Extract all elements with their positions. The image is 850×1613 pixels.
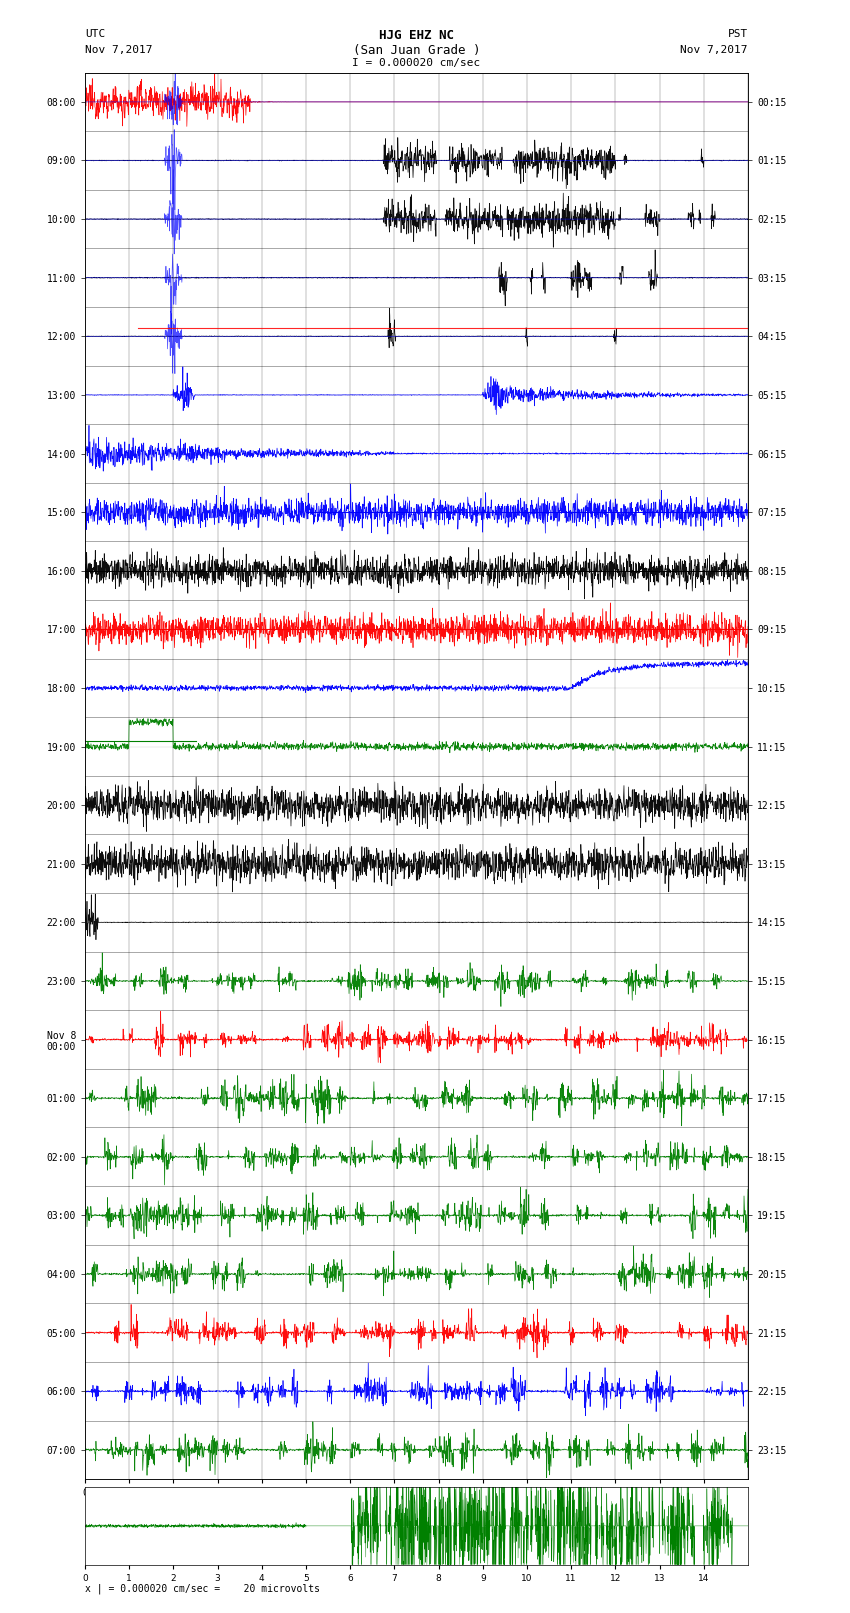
Text: (San Juan Grade ): (San Juan Grade ) — [353, 44, 480, 56]
Text: UTC: UTC — [85, 29, 105, 39]
Text: x | = 0.000020 cm/sec =    20 microvolts: x | = 0.000020 cm/sec = 20 microvolts — [85, 1582, 320, 1594]
Text: PST: PST — [728, 29, 748, 39]
Text: HJG EHZ NC: HJG EHZ NC — [379, 29, 454, 42]
X-axis label: TIME (MINUTES): TIME (MINUTES) — [369, 1503, 464, 1513]
Text: I = 0.000020 cm/sec: I = 0.000020 cm/sec — [353, 58, 480, 68]
Text: Nov 7,2017: Nov 7,2017 — [85, 45, 152, 55]
Text: Nov 7,2017: Nov 7,2017 — [681, 45, 748, 55]
